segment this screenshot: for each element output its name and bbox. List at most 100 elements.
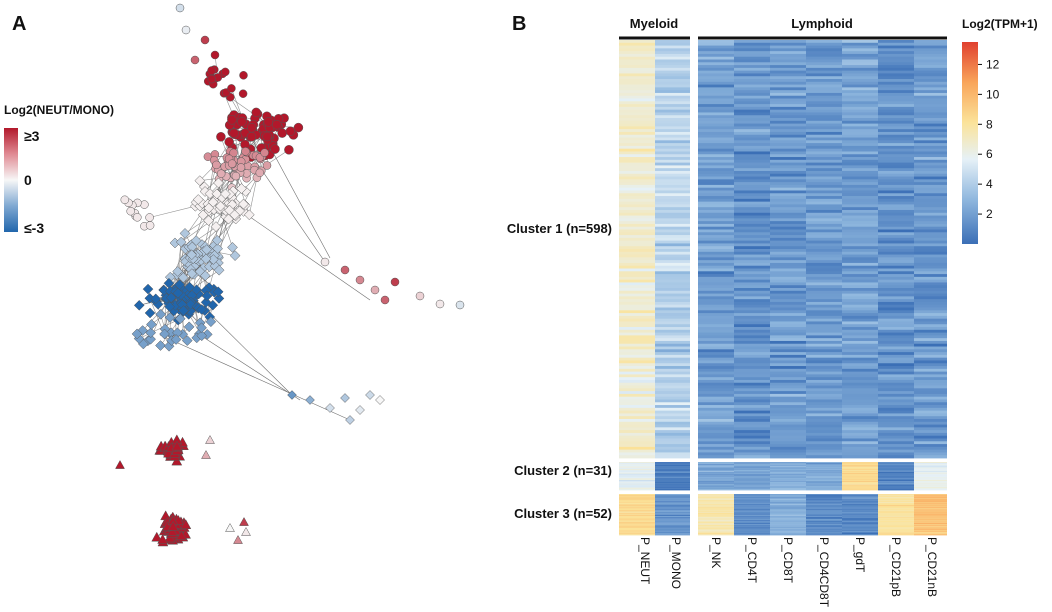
heatmap-cell bbox=[734, 131, 770, 136]
heatmap-cell bbox=[698, 212, 734, 216]
heatmap-cell bbox=[698, 126, 734, 130]
heatmap-cell bbox=[914, 290, 947, 294]
heatmap-cell bbox=[655, 70, 690, 74]
heatmap-cell bbox=[734, 481, 770, 484]
heatmap-cell bbox=[619, 371, 655, 375]
heatmap-cell bbox=[770, 449, 806, 453]
heatmap-cell bbox=[806, 70, 842, 74]
heatmap-cell bbox=[619, 480, 655, 483]
heatmap-cell bbox=[806, 321, 842, 325]
heatmap-cell bbox=[770, 48, 806, 52]
heatmap-cell bbox=[878, 526, 914, 528]
heatmap-cell bbox=[770, 500, 806, 502]
heatmap-cell bbox=[698, 416, 734, 420]
heatmap-cell bbox=[619, 497, 655, 500]
legend-tick-mid: 0 bbox=[24, 172, 32, 188]
heatmap-cell bbox=[655, 254, 690, 258]
network-node-triangle bbox=[176, 530, 187, 540]
heatmap-cell bbox=[914, 519, 947, 521]
heatmap-cell bbox=[842, 482, 878, 485]
heatmap-cell bbox=[806, 393, 842, 398]
heatmap-cell bbox=[619, 467, 655, 469]
heatmap-cell bbox=[806, 184, 842, 189]
heatmap-cell bbox=[914, 388, 947, 392]
heatmap-cell bbox=[619, 59, 655, 63]
heatmap-cell bbox=[698, 510, 734, 512]
network-node-diamond bbox=[196, 304, 208, 315]
heatmap-cell bbox=[655, 528, 690, 530]
heatmap-cell bbox=[698, 335, 734, 339]
heatmap-cell bbox=[842, 198, 878, 203]
heatmap-cell bbox=[842, 223, 878, 228]
heatmap-cell bbox=[698, 154, 734, 158]
heatmap-cell bbox=[734, 246, 770, 250]
heatmap-column-p-cd4cd8t-cluster-1 bbox=[806, 40, 842, 459]
network-node-diamond bbox=[212, 286, 224, 298]
heatmap-cell bbox=[655, 176, 690, 180]
heatmap-cell bbox=[734, 518, 770, 520]
heatmap-cell bbox=[655, 396, 690, 400]
heatmap-cell bbox=[914, 179, 947, 183]
heatmap-cell bbox=[734, 48, 770, 52]
heatmap-cell bbox=[878, 357, 914, 361]
heatmap-cell bbox=[619, 430, 655, 434]
heatmap-cell bbox=[698, 462, 734, 465]
heatmap-cell bbox=[619, 531, 655, 533]
heatmap-cell bbox=[914, 70, 947, 74]
heatmap-cell bbox=[914, 257, 947, 261]
heatmap-cell bbox=[770, 435, 806, 439]
heatmap-column-p-nk-cluster-3 bbox=[698, 494, 734, 536]
heatmap-cell bbox=[842, 480, 878, 483]
heatmap-cell bbox=[655, 349, 690, 353]
heatmap-cell bbox=[914, 472, 947, 475]
heatmap-cell bbox=[770, 471, 806, 473]
heatmap-cell bbox=[878, 299, 914, 303]
heatmap-cell bbox=[806, 104, 842, 108]
heatmap-cell bbox=[698, 471, 734, 473]
heatmap-cell bbox=[914, 374, 947, 378]
heatmap-cell bbox=[770, 416, 806, 420]
heatmap-cell bbox=[770, 340, 806, 345]
heatmap-cell bbox=[655, 467, 690, 469]
heatmap-cell bbox=[878, 499, 914, 501]
heatmap-cell bbox=[619, 184, 655, 189]
heatmap-cell bbox=[914, 81, 947, 85]
heatmap-cell bbox=[655, 527, 690, 529]
colorbar-tick-label: 2 bbox=[986, 207, 993, 221]
network-node-diamond bbox=[145, 333, 156, 345]
heatmap-cell bbox=[619, 501, 655, 504]
heatmap-cell bbox=[734, 51, 770, 55]
heatmap-cell bbox=[770, 527, 806, 529]
heatmap-cell bbox=[842, 483, 878, 485]
heatmap-cell bbox=[842, 240, 878, 244]
heatmap-cell bbox=[619, 523, 655, 526]
heatmap-cell bbox=[655, 134, 690, 138]
heatmap-cell bbox=[734, 498, 770, 500]
heatmap-cell bbox=[770, 42, 806, 46]
heatmap-cell bbox=[698, 531, 734, 533]
network-node-triangle bbox=[205, 434, 215, 444]
heatmap-cell bbox=[734, 187, 770, 191]
heatmap-cell bbox=[842, 524, 878, 526]
heatmap-cell bbox=[734, 95, 770, 99]
heatmap-cell bbox=[655, 73, 690, 77]
heatmap-cell bbox=[878, 511, 914, 513]
heatmap-cell bbox=[619, 123, 655, 127]
heatmap-cell bbox=[698, 531, 734, 534]
heatmap-cell bbox=[842, 396, 878, 400]
heatmap-cell bbox=[878, 477, 914, 479]
heatmap-cell bbox=[734, 40, 770, 44]
heatmap-cell bbox=[806, 48, 842, 52]
heatmap-cell bbox=[914, 475, 947, 477]
heatmap-cell bbox=[878, 508, 914, 511]
heatmap-cell bbox=[806, 441, 842, 445]
heatmap-cell bbox=[698, 438, 734, 442]
heatmap-cell bbox=[914, 424, 947, 428]
heatmap-cell bbox=[734, 321, 770, 325]
heatmap-cell bbox=[734, 176, 770, 180]
heatmap-cell bbox=[698, 498, 734, 500]
heatmap-cell bbox=[914, 126, 947, 130]
heatmap-cell bbox=[655, 469, 690, 471]
heatmap-cell bbox=[734, 527, 770, 530]
heatmap-cell bbox=[842, 187, 878, 191]
